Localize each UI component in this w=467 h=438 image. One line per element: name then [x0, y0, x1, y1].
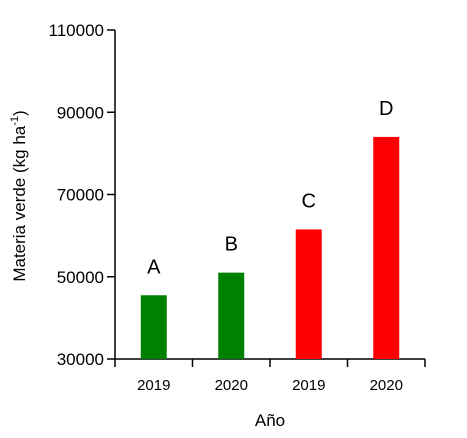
y-axis-title-main: Materia verde (kg ha — [10, 125, 29, 281]
bar-letter-labels: A B C D — [147, 98, 393, 278]
x-category-label-2: 2019 — [292, 377, 325, 394]
bar-letter-label-0: A — [147, 256, 161, 278]
y-axis-title: Materia verde (kg ha-1) — [9, 110, 29, 281]
bar-0 — [140, 295, 167, 359]
y-tick-label-110000: 110000 — [49, 21, 104, 40]
y-axis-title-close: ) — [10, 110, 29, 116]
y-tick-label-30000: 30000 — [57, 350, 104, 369]
bar-series — [140, 136, 400, 359]
y-axis: 30000 50000 70000 90000 110000 — [49, 21, 116, 369]
bar-letter-label-1: B — [225, 234, 238, 256]
bar-letter-label-3: D — [379, 98, 393, 120]
x-category-label-0: 2019 — [137, 377, 170, 394]
y-tick-label-70000: 70000 — [57, 186, 104, 205]
x-category-label-3: 2020 — [370, 377, 403, 394]
y-tick-label-50000: 50000 — [57, 268, 104, 287]
x-axis-title: Año — [255, 411, 285, 430]
bar-1 — [218, 272, 245, 359]
bar-3 — [373, 136, 400, 359]
y-axis-title-superscript: -1 — [9, 116, 21, 126]
bar-letter-label-2: C — [302, 190, 316, 212]
x-category-label-1: 2020 — [215, 377, 248, 394]
bar-2 — [295, 229, 322, 359]
x-axis: 2019 2020 2019 2020 — [114, 358, 426, 394]
y-tick-label-90000: 90000 — [57, 103, 104, 122]
